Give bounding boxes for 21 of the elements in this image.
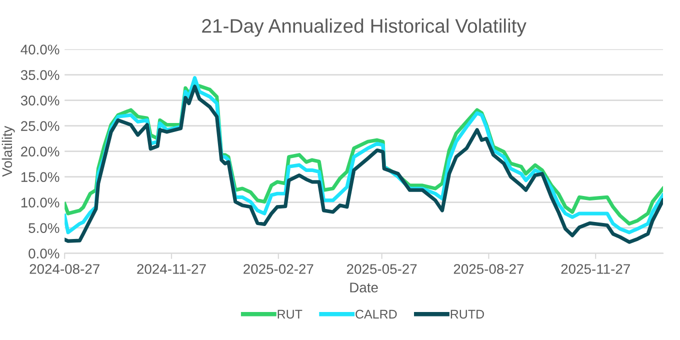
- y-tick-label: 10.0%: [21, 198, 60, 208]
- y-tick-label: 40.0%: [20, 44, 60, 54]
- x-tick-label: 2024-08-27: [30, 264, 100, 274]
- x-tick-label: 2024-11-27: [137, 264, 206, 274]
- y-tick-label: 25.0%: [21, 121, 60, 131]
- y-tick-label: 15.0%: [21, 172, 60, 182]
- legend-label: RUTD: [450, 310, 484, 319]
- y-axis-title: Volatility: [2, 126, 15, 177]
- y-tick-label: 0.0%: [28, 248, 60, 258]
- legend-label: CALRD: [356, 310, 397, 319]
- y-tick-label: 30.0%: [20, 96, 60, 106]
- x-tick-label: 2025-11-27: [561, 264, 630, 274]
- chart-title: 21-Day Annualized Historical Volatility: [202, 18, 526, 37]
- x-tick-label: 2025-02-27: [244, 264, 314, 274]
- x-tick-label: 2025-05-27: [346, 264, 417, 274]
- y-tick-label: 35.0%: [20, 70, 60, 80]
- legend-label: RUT: [278, 310, 302, 319]
- x-axis-title: Date: [350, 282, 378, 292]
- y-tick-label: 5.0%: [28, 223, 60, 233]
- x-tick-label: 2025-08-27: [454, 264, 524, 274]
- y-tick-label: 20.0%: [21, 146, 60, 156]
